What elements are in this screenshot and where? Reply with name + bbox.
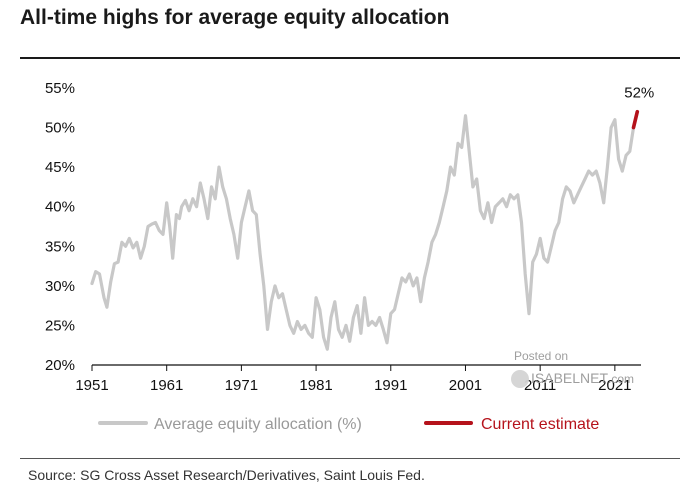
legend: Average equity allocation (%) Current es…: [98, 416, 599, 433]
x-axis-ticks: 1951 1961 1971 1981 1991 2001 2011 2021: [75, 365, 632, 394]
y-axis-ticks: 20% 25% 30% 35% 40% 45% 50% 55%: [45, 80, 75, 374]
x-tick-label: 2011: [524, 377, 556, 394]
page-title: All-time highs for average equity alloca…: [20, 6, 450, 29]
y-tick-label: 40%: [45, 199, 75, 216]
y-tick-label: 50%: [45, 120, 75, 137]
watermark-globe-icon: [511, 370, 529, 388]
watermark: Posted on ISABELNET.com: [511, 349, 634, 388]
current-estimate-label: 52%: [624, 85, 654, 102]
watermark-brand: ISABELNET: [531, 370, 608, 386]
watermark-suffix: .com: [608, 372, 634, 386]
watermark-line1: Posted on: [514, 349, 568, 363]
y-tick-label: 25%: [45, 317, 75, 334]
x-tick-label: 1981: [299, 377, 332, 394]
x-tick-label: 1991: [374, 377, 407, 394]
title-rule: [20, 57, 680, 59]
y-tick-label: 55%: [45, 80, 75, 97]
y-tick-label: 35%: [45, 238, 75, 255]
source-rule: [20, 458, 680, 459]
watermark-line2: ISABELNET.com: [531, 370, 634, 386]
series-line-average-equity-allocation: [90, 114, 636, 351]
source-note: Source: SG Cross Asset Research/Derivati…: [28, 467, 425, 483]
y-tick-label: 30%: [45, 278, 75, 295]
legend-label-estimate: Current estimate: [481, 416, 599, 433]
x-tick-label: 1971: [225, 377, 258, 394]
x-tick-label: 1961: [150, 377, 183, 394]
x-tick-label: 1951: [75, 377, 108, 394]
y-tick-label: 45%: [45, 159, 75, 176]
x-tick-label: 2001: [449, 377, 482, 394]
legend-label-average: Average equity allocation (%): [154, 416, 362, 433]
series-line-current-estimate: [631, 109, 640, 130]
x-tick-label: 2021: [598, 377, 631, 394]
y-tick-label: 20%: [45, 357, 75, 374]
